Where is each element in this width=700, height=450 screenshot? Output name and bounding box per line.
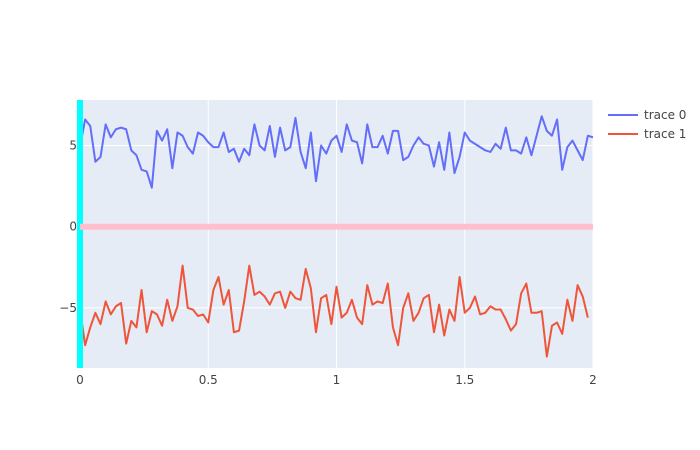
legend-label-1: trace 1 xyxy=(644,127,686,141)
x-tick-label-0: 0 xyxy=(76,373,84,387)
series-line-0[interactable] xyxy=(79,115,594,189)
reference-lines xyxy=(77,100,593,368)
x-axis: 0 0.5 1 1.5 2 xyxy=(76,373,597,387)
legend-item-0[interactable]: trace 0 xyxy=(608,108,686,122)
x-tick-label-2: 1 xyxy=(333,373,341,387)
series-line-1[interactable] xyxy=(79,264,589,358)
x-tick-label-4: 2 xyxy=(589,373,597,387)
legend[interactable]: trace 0 trace 1 xyxy=(608,108,686,141)
x-tick-label-3: 1.5 xyxy=(455,373,474,387)
x-tick-label-1: 0.5 xyxy=(199,373,218,387)
series-layer xyxy=(79,115,594,358)
y-tick-label-1: 0 xyxy=(69,220,77,234)
y-tick-label-2: 5 xyxy=(69,138,77,152)
legend-item-1[interactable]: trace 1 xyxy=(608,127,686,141)
y-axis: −5 0 5 xyxy=(59,138,77,314)
legend-label-0: trace 0 xyxy=(644,108,686,122)
y-tick-label-0: −5 xyxy=(59,301,77,315)
